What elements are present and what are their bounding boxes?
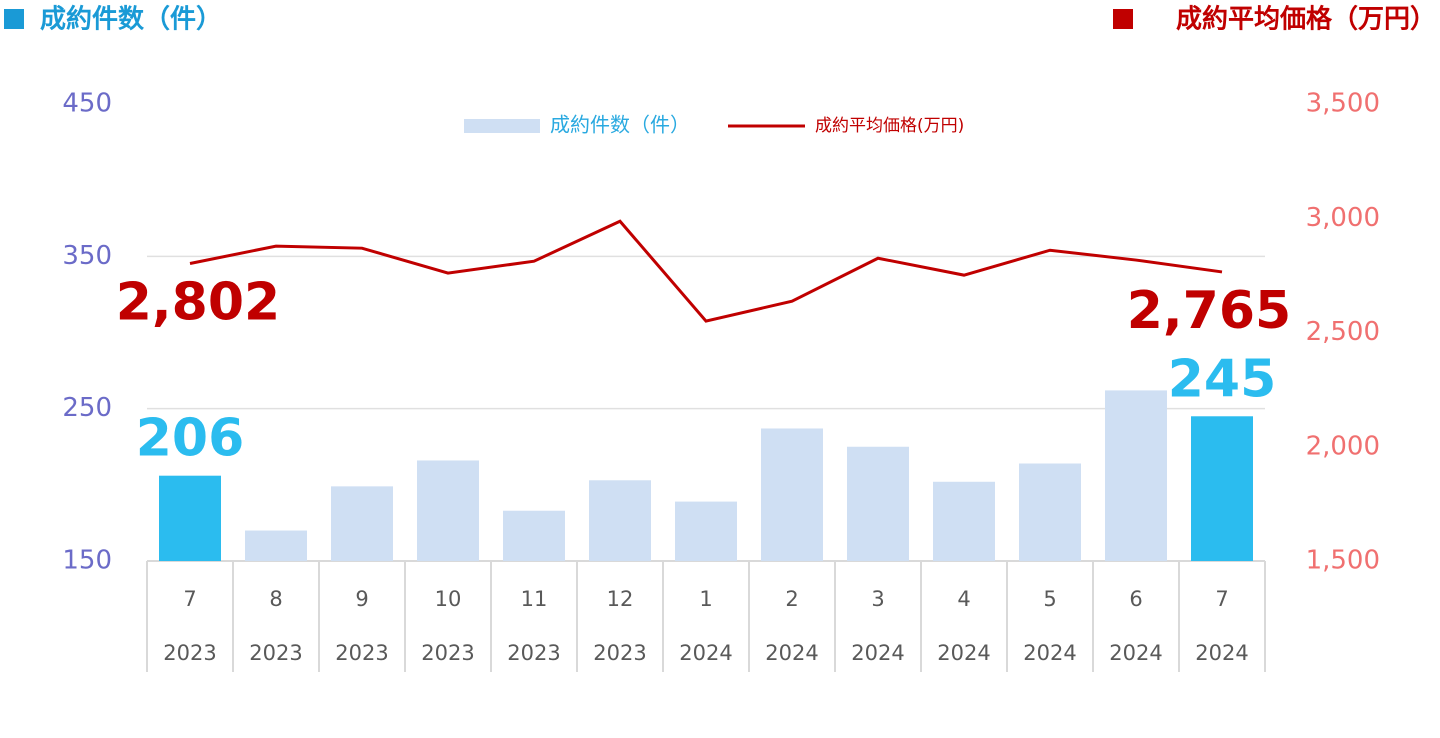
- x-tick-label: 5: [1043, 587, 1056, 611]
- y-tick-label: 250: [62, 393, 112, 423]
- bar: [1191, 416, 1253, 561]
- x-year-label: 2024: [1109, 641, 1162, 665]
- y2-label-marker: [1113, 9, 1133, 29]
- data-label: 206: [136, 409, 245, 469]
- y2-axis-title: 成約平均価格（万円）: [1176, 4, 1436, 35]
- x-tick-label: 11: [521, 587, 548, 611]
- y2-tick-label: 2,000: [1306, 431, 1380, 461]
- x-year-label: 2024: [937, 641, 990, 665]
- x-tick-label: 10: [435, 587, 462, 611]
- bar: [847, 446, 909, 561]
- x-year-label: 2024: [1195, 641, 1248, 665]
- bar: [675, 501, 737, 561]
- x-tick-label: 6: [1129, 587, 1142, 611]
- y2-tick-label: 1,500: [1306, 546, 1380, 576]
- x-tick-label: 12: [607, 587, 634, 611]
- y-tick-label: 350: [62, 241, 112, 271]
- bar: [589, 480, 651, 561]
- data-label: 2,802: [116, 272, 280, 332]
- legend-swatch: [464, 119, 540, 133]
- legend-label: 成約平均価格(万円): [815, 116, 964, 136]
- line: [189, 219, 1223, 323]
- x-tick-label: 9: [355, 587, 368, 611]
- x-year-label: 2023: [335, 641, 388, 665]
- y2-tick-label: 3,000: [1306, 203, 1380, 233]
- x-year-label: 2023: [507, 641, 560, 665]
- x-year-label: 2023: [421, 641, 474, 665]
- bar: [933, 481, 995, 561]
- x-year-label: 2024: [1023, 641, 1076, 665]
- y-axis-title: 成約件数（件）: [40, 4, 222, 35]
- bar: [1019, 463, 1081, 561]
- x-tick-label: 7: [183, 587, 196, 611]
- x-tick-label: 7: [1215, 587, 1228, 611]
- bar: [331, 486, 393, 561]
- bar: [1105, 390, 1167, 561]
- y2-tick-label: 2,500: [1306, 317, 1380, 347]
- x-year-label: 2023: [249, 641, 302, 665]
- bar: [245, 530, 307, 561]
- x-year-label: 2023: [163, 641, 216, 665]
- x-year-label: 2024: [765, 641, 818, 665]
- x-year-label: 2023: [593, 641, 646, 665]
- legend-label: 成約件数（件）: [550, 113, 690, 137]
- y2-tick-label: 3,500: [1306, 89, 1380, 119]
- x-tick-label: 4: [957, 587, 970, 611]
- x-year-label: 2024: [679, 641, 732, 665]
- data-label: 2,765: [1127, 281, 1291, 341]
- x-tick-label: 8: [269, 587, 282, 611]
- bar: [503, 510, 565, 561]
- y-tick-label: 150: [62, 546, 112, 576]
- x-year-label: 2024: [851, 641, 904, 665]
- x-tick-label: 1: [699, 587, 712, 611]
- x-tick-label: 3: [871, 587, 884, 611]
- y-label-marker: [4, 9, 24, 29]
- data-label: 245: [1168, 349, 1277, 409]
- bar: [417, 460, 479, 561]
- x-tick-label: 2: [785, 587, 798, 611]
- y-tick-label: 450: [62, 89, 112, 119]
- bar: [761, 428, 823, 561]
- bar: [159, 475, 221, 561]
